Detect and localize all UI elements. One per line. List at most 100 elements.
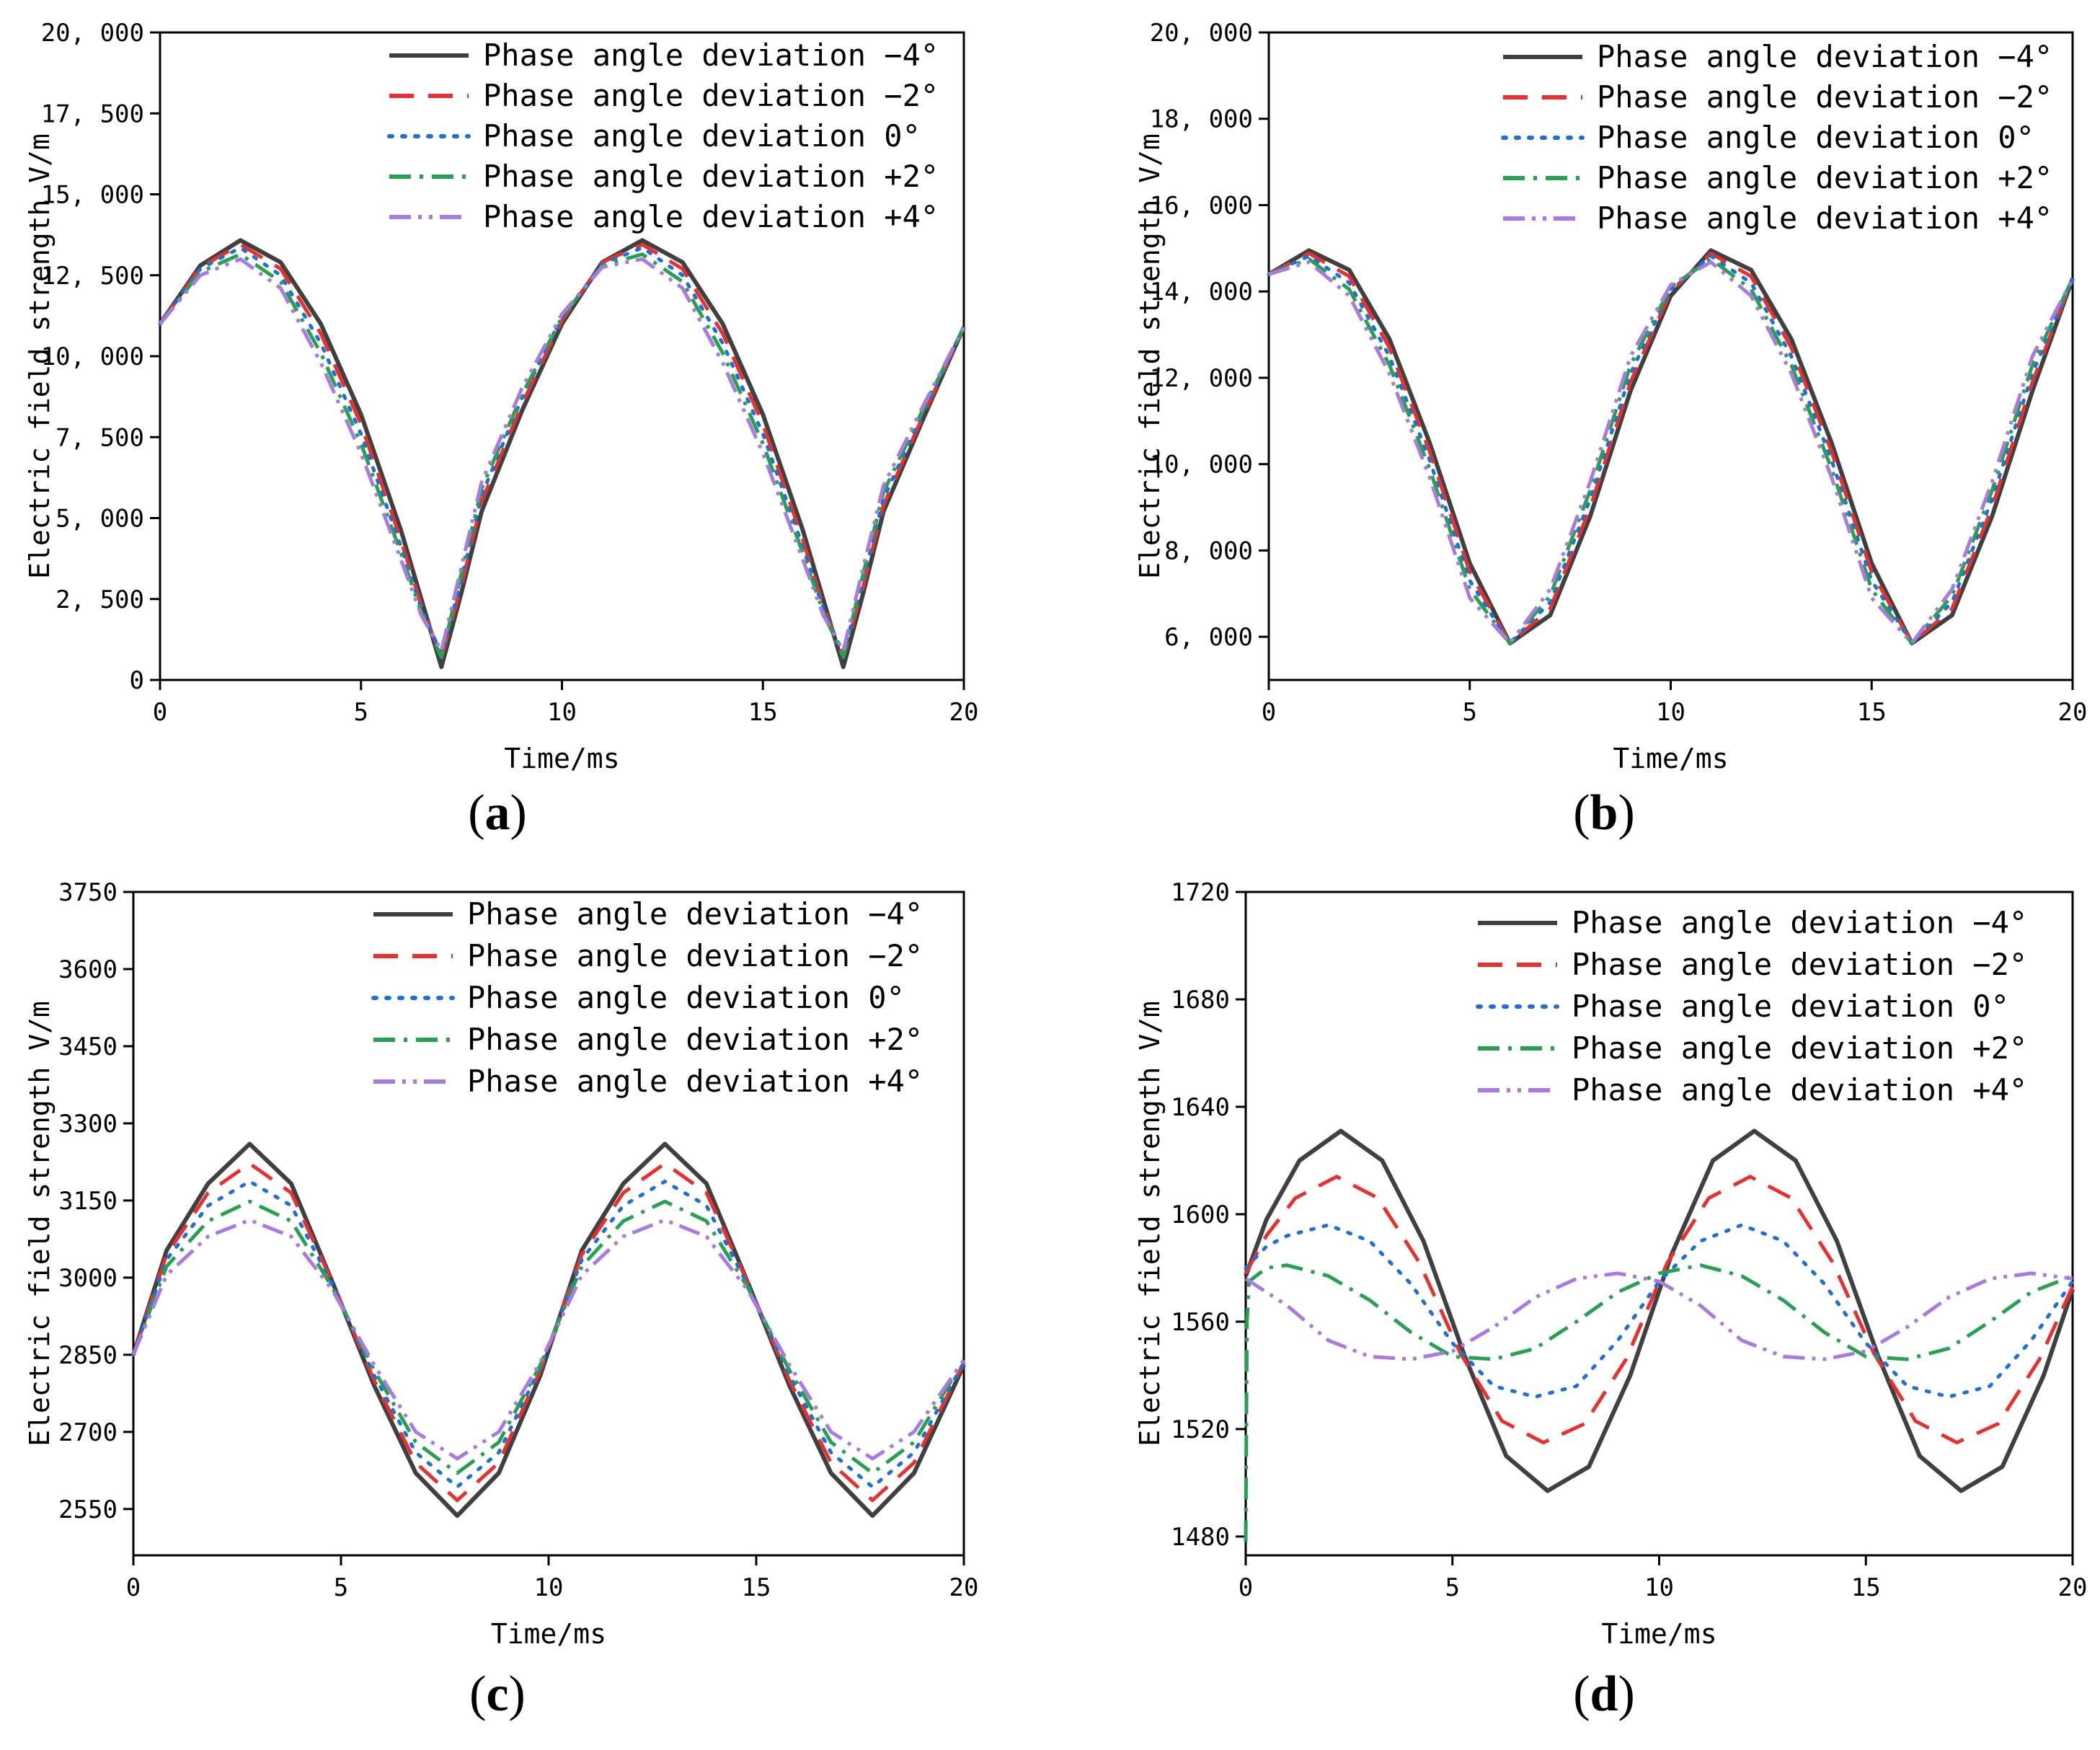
y-tick-label: 7, 500 [56, 423, 144, 452]
panel-caption: (b) [1573, 785, 1635, 841]
y-tick-label: 18, 000 [1150, 105, 1253, 134]
series-line-zero [131, 1180, 966, 1489]
x-tick-label: 5 [1463, 698, 1477, 727]
y-tick-label: 10, 000 [1150, 451, 1253, 480]
legend-label-pos2: Phase angle deviation +2° [1597, 160, 2052, 195]
x-tick-label: 20 [2058, 698, 2088, 727]
legend: Phase angle deviation −4° Phase angle dev… [1476, 905, 2027, 1108]
y-tick-label: 2850 [58, 1341, 118, 1370]
legend-label-neg2: Phase angle deviation −2° [1572, 947, 2027, 982]
chart-panel-b: 0 5 10 15 20 6, 000 8, 000 10, 000 12, 000 14, 00… [1134, 19, 2087, 841]
y-axis-label: Electric field strength V/m [24, 133, 56, 579]
x-tick-label: 0 [153, 698, 167, 727]
legend-label-neg4: Phase angle deviation −4° [1597, 39, 2052, 74]
x-tick-label: 20 [949, 1573, 979, 1602]
series-line-neg4 [131, 1141, 966, 1519]
series-line-pos4 [159, 257, 966, 653]
x-axis-label: Time/ms [1613, 743, 1728, 774]
legend-label-neg2: Phase angle deviation −2° [1597, 79, 2052, 115]
y-axis-label: Electric field strength V/m [24, 1001, 56, 1446]
x-axis-label: Time/ms [491, 1618, 606, 1650]
y-axis-label: Electric field strength V/m [1134, 1001, 1166, 1446]
y-tick-label: 3750 [58, 878, 118, 907]
y-tick-label: 0 [130, 666, 144, 695]
series-line-zero [158, 246, 966, 656]
legend-label-pos4: Phase angle deviation +4° [1572, 1072, 2027, 1108]
y-tick-label: 3300 [58, 1110, 118, 1139]
x-axis-label: Time/ms [504, 743, 619, 774]
legend-label-zero: Phase angle deviation 0° [483, 118, 921, 154]
x-tick-label: 0 [1262, 698, 1276, 727]
y-tick-label: 1480 [1171, 1523, 1230, 1552]
y-tick-label: 1520 [1171, 1415, 1230, 1444]
y-tick-label: 3000 [58, 1264, 118, 1293]
series-line-pos2 [159, 252, 966, 660]
series-line-zero [1244, 1223, 2075, 1399]
y-tick-label: 2700 [58, 1418, 118, 1447]
y-tick-label: 1720 [1171, 878, 1230, 907]
y-tick-label: 15, 000 [41, 181, 144, 210]
y-tick-label: 1560 [1171, 1308, 1230, 1337]
x-tick-label: 15 [748, 698, 778, 727]
y-tick-label: 1600 [1171, 1201, 1230, 1229]
series-line-zero [1267, 254, 2075, 645]
series-line-pos2 [131, 1199, 966, 1475]
series-line-pos2 [1244, 1263, 2073, 1542]
x-tick-label: 15 [1857, 698, 1887, 727]
x-tick-label: 10 [534, 1573, 564, 1602]
y-tick-label: 3150 [58, 1187, 118, 1216]
chart-panel-c: 0 5 10 15 20 2550 2700 2850 3000 3150 3300 3450 3600… [24, 878, 978, 1722]
series-line-pos2 [1268, 257, 2075, 645]
y-tick-label: 14, 000 [1150, 278, 1253, 306]
y-tick-label: 17, 500 [41, 100, 144, 128]
series-line-neg4 [1244, 1128, 2075, 1493]
x-tick-label: 5 [334, 1573, 348, 1602]
y-tick-label: 2, 500 [56, 585, 144, 614]
legend-label-neg4: Phase angle deviation −4° [1572, 905, 2027, 940]
y-tick-label: 12, 000 [1150, 364, 1253, 393]
series-line-neg2 [1244, 1175, 2075, 1445]
legend: Phase angle deviation −4° Phase angle dev… [371, 896, 923, 1099]
x-tick-label: 15 [742, 1573, 771, 1602]
y-tick-label: 5, 000 [56, 505, 144, 534]
y-tick-label: 12, 500 [41, 262, 144, 291]
x-tick-label: 20 [949, 698, 979, 727]
x-tick-label: 5 [1445, 1573, 1460, 1602]
y-tick-label: 8, 000 [1164, 536, 1253, 565]
y-tick-label: 16, 000 [1150, 191, 1253, 220]
x-tick-label: 15 [1851, 1573, 1881, 1602]
panel-caption: (c) [469, 1666, 526, 1722]
x-tick-label: 20 [2058, 1573, 2088, 1602]
legend-label-pos2: Phase angle deviation +2° [483, 159, 939, 194]
y-tick-label: 1680 [1171, 986, 1230, 1015]
legend-label-neg4: Phase angle deviation −4° [483, 37, 939, 73]
y-tick-label: 6, 000 [1164, 623, 1253, 652]
y-axis-label: Electric field strength V/m [1134, 133, 1166, 579]
x-tick-label: 10 [1656, 698, 1685, 727]
panel-caption: (a) [468, 785, 527, 841]
legend-label-pos4: Phase angle deviation +4° [1597, 200, 2052, 236]
y-tick-label: 3450 [58, 1033, 118, 1061]
legend-label-neg2: Phase angle deviation −2° [483, 78, 939, 113]
y-tick-label: 1640 [1171, 1093, 1230, 1122]
x-tick-label: 0 [1239, 1573, 1253, 1602]
y-tick-label: 10, 000 [41, 343, 144, 371]
series-line-pos4 [1268, 260, 2075, 645]
x-axis-label: Time/ms [1601, 1618, 1716, 1650]
legend-label-zero: Phase angle deviation 0° [1597, 120, 2034, 155]
x-tick-label: 10 [547, 698, 577, 727]
legend-label-zero: Phase angle deviation 0° [1572, 989, 2009, 1024]
series-line-neg2 [1267, 252, 2075, 645]
series-line-neg2 [158, 242, 966, 660]
legend: Phase angle deviation −4° Phase angle dev… [1501, 39, 2052, 236]
chart-panel-d: 0 5 10 15 201480152015601600164016801720Time… [1134, 878, 2087, 1722]
chart-panel-a: 0 5 10 15 20 0 2, 500 5, 000 7, 500 10, 000 12, 50… [24, 19, 978, 841]
series-line-neg2 [131, 1162, 966, 1503]
y-tick-label: 20, 000 [1150, 19, 1253, 48]
x-tick-label: 0 [126, 1573, 141, 1602]
y-tick-label: 3600 [58, 955, 118, 984]
y-tick-label: 2550 [58, 1495, 118, 1524]
series-line-pos4 [1244, 1271, 2073, 1361]
x-tick-label: 10 [1644, 1573, 1674, 1602]
